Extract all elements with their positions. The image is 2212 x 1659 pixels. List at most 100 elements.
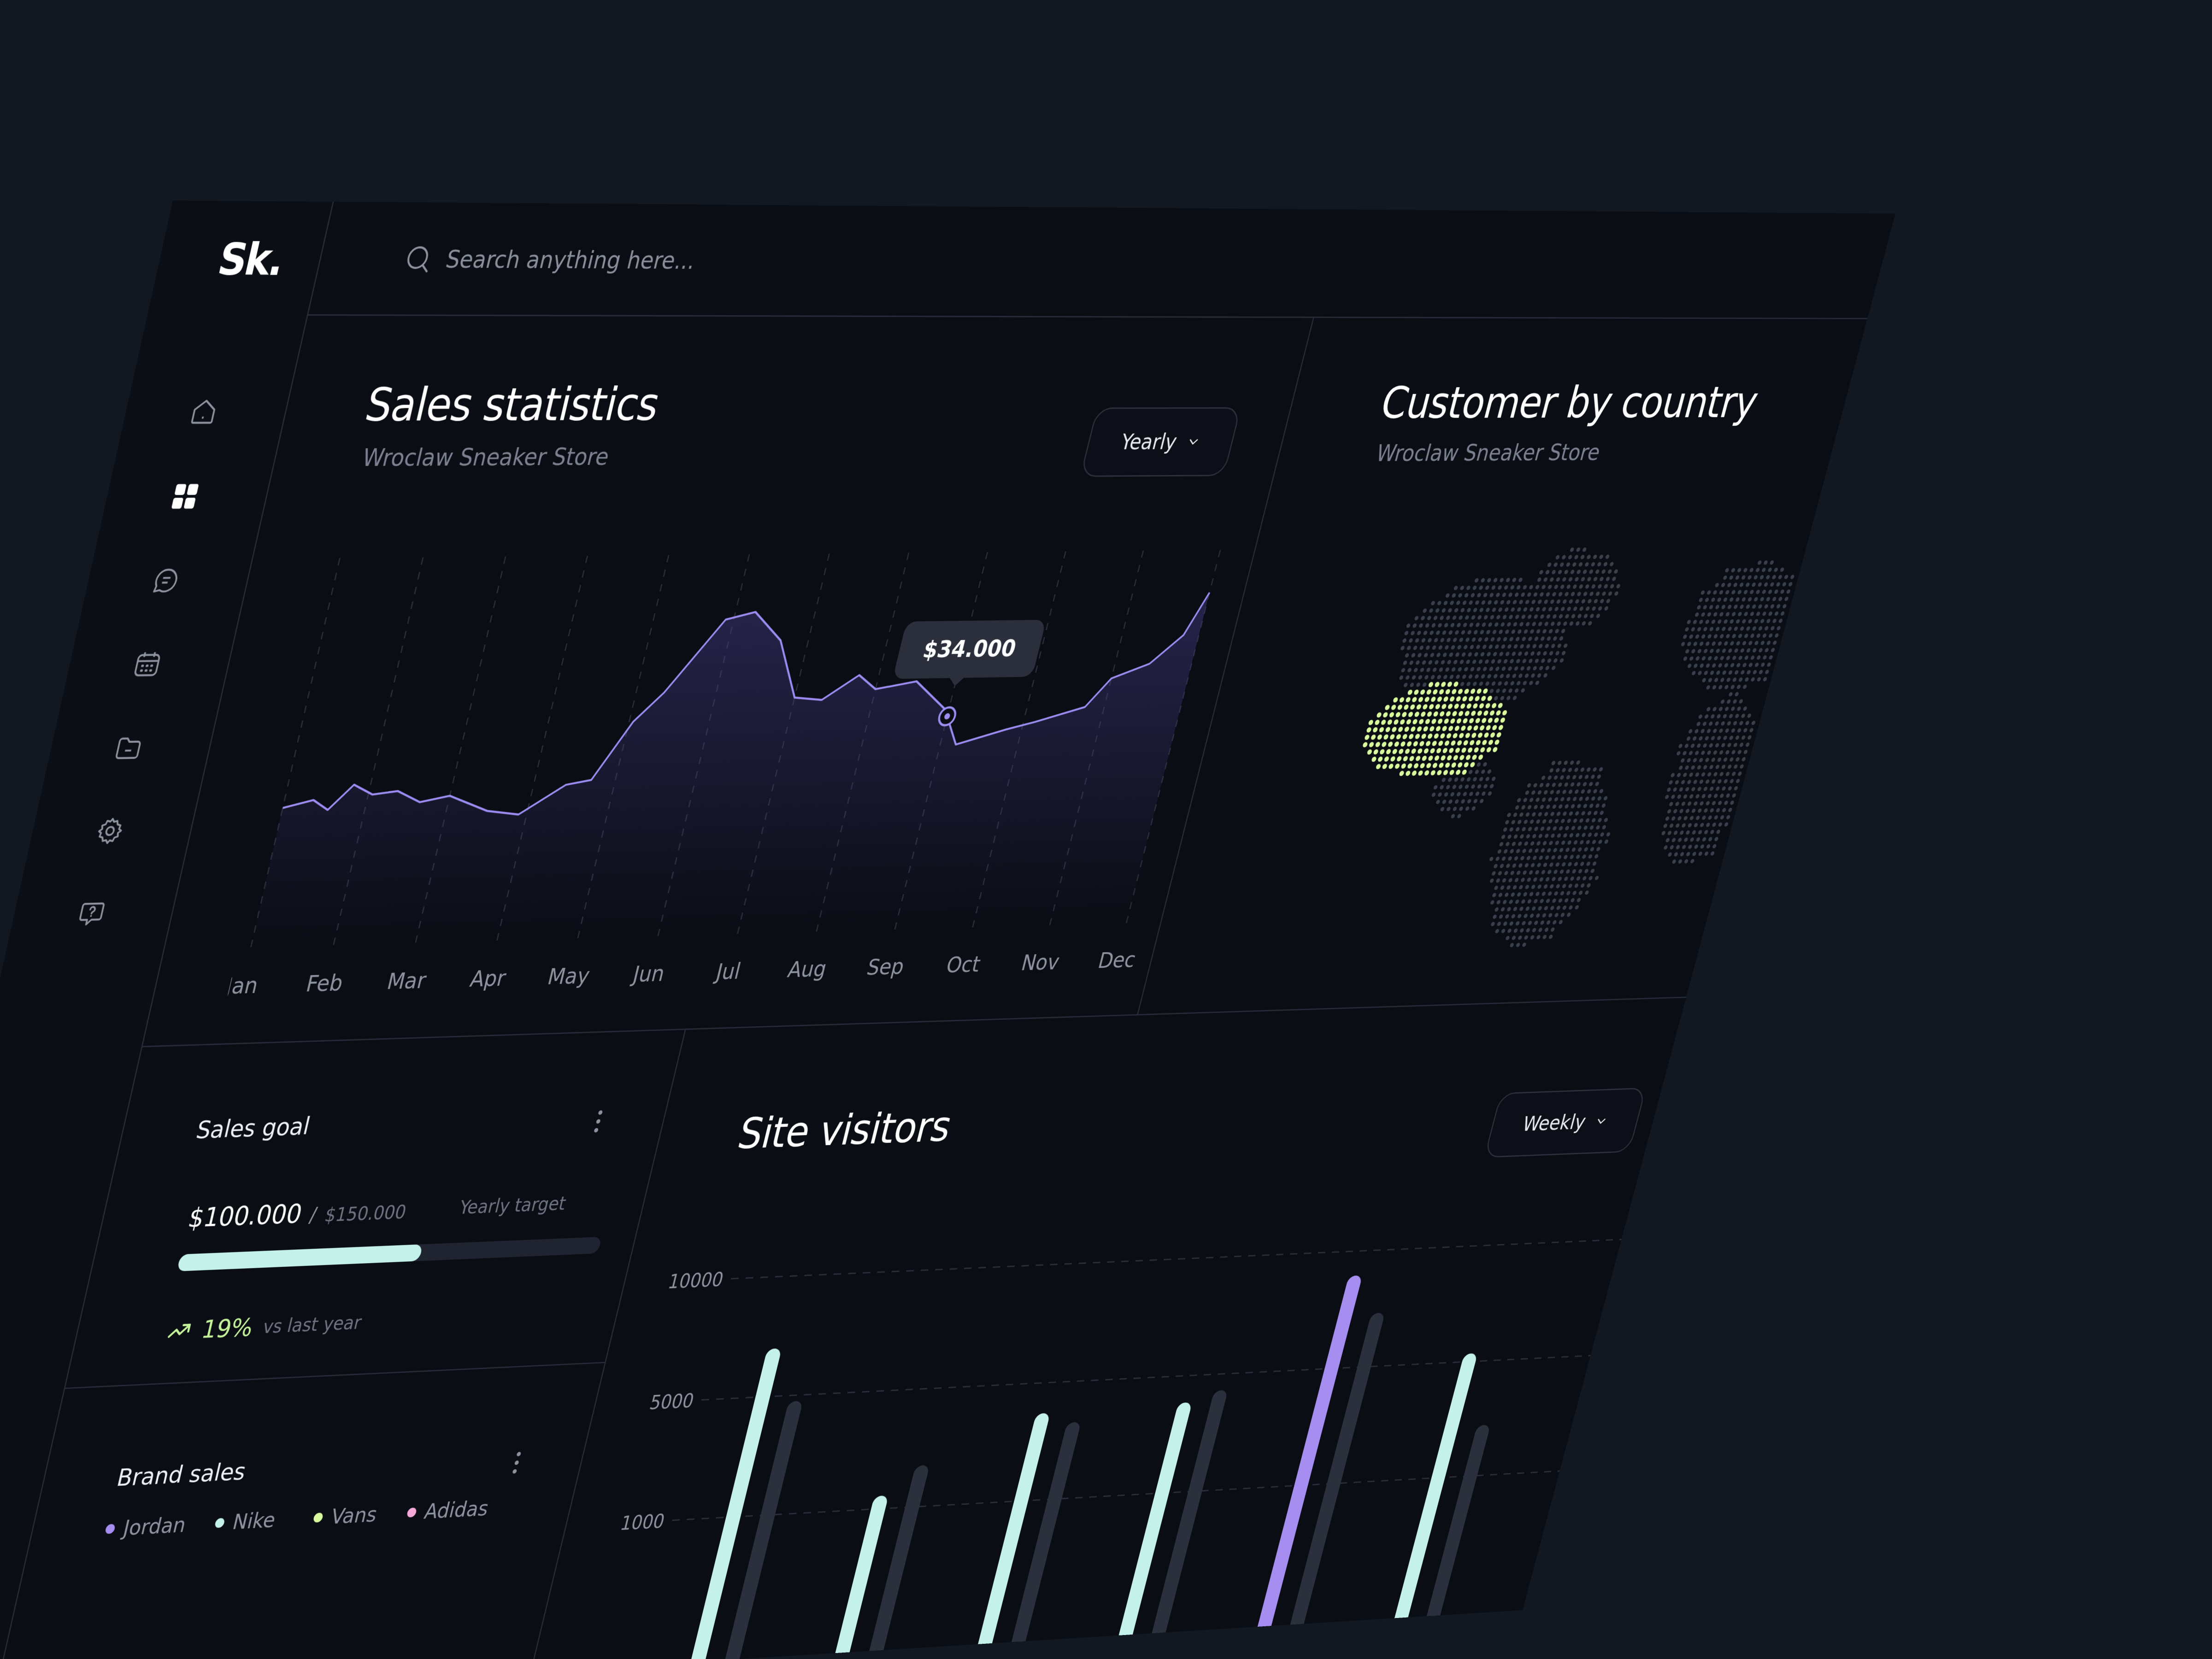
map-dot: [1460, 608, 1465, 612]
map-dot: [1689, 635, 1694, 639]
map-dot: [1526, 928, 1530, 932]
map-dot: [1413, 646, 1418, 650]
map-dot-highlight: [1495, 710, 1501, 715]
map-dot: [1743, 728, 1747, 732]
visitors-period-dropdown[interactable]: Weekly: [1484, 1088, 1647, 1158]
map-dot: [1766, 641, 1771, 645]
search-input[interactable]: [441, 241, 1016, 282]
map-dot: [1577, 804, 1581, 808]
map-dot: [1439, 785, 1444, 790]
map-dot: [1549, 884, 1554, 888]
map-dot: [1722, 808, 1726, 812]
map-dot: [1533, 592, 1538, 597]
map-dot: [1594, 854, 1599, 859]
map-dot-highlight: [1415, 756, 1421, 761]
sales-goal-menu-button[interactable]: [586, 1104, 611, 1140]
map-dot: [1570, 855, 1574, 859]
map-dot: [1505, 652, 1510, 656]
map-dot: [1472, 659, 1477, 664]
x-tick-label: Jul: [712, 958, 743, 984]
map-dot: [1766, 663, 1771, 667]
map-dot: [1399, 676, 1403, 680]
map-dot: [1703, 787, 1708, 791]
map-dot: [1465, 615, 1469, 620]
map-dot: [1504, 681, 1508, 686]
map-dot: [1497, 585, 1502, 590]
map-dot: [1747, 713, 1752, 718]
map-dot: [1499, 914, 1503, 919]
map-dot: [1687, 780, 1691, 784]
sidebar-item-files[interactable]: [108, 729, 150, 767]
map-dot-highlight: [1483, 688, 1488, 694]
sidebar-item-dashboard[interactable]: [164, 477, 206, 515]
map-dot: [1548, 629, 1553, 634]
map-dot: [1580, 768, 1585, 772]
map-dot: [1758, 604, 1762, 608]
map-dot: [1671, 838, 1676, 842]
sidebar-item-calendar[interactable]: [126, 646, 168, 683]
map-dot: [1598, 840, 1602, 844]
map-dot: [1539, 592, 1544, 597]
map-dot: [1571, 804, 1575, 808]
map-dot: [1572, 584, 1577, 589]
period-dropdown-label: Yearly: [1118, 429, 1179, 455]
map-dot-highlight: [1413, 763, 1419, 768]
map-dot: [1559, 636, 1564, 641]
map-dot: [1561, 862, 1566, 866]
map-dot: [1690, 744, 1695, 748]
map-dot: [1481, 600, 1486, 605]
map-dot: [1698, 852, 1703, 856]
sidebar-item-help[interactable]: [71, 895, 112, 932]
map-dot: [1520, 666, 1524, 671]
visitors-chart: 1000050001000: [552, 1206, 1630, 1659]
map-dot: [1512, 864, 1517, 868]
period-dropdown[interactable]: Yearly: [1080, 407, 1241, 477]
map-dot: [1726, 656, 1730, 660]
map-dot: [1499, 842, 1504, 847]
map-dot-highlight: [1431, 719, 1437, 724]
map-dot: [1693, 620, 1697, 624]
map-dot: [1697, 808, 1702, 812]
map-dot: [1496, 637, 1501, 641]
map-dot: [1684, 765, 1689, 770]
map-dot: [1543, 577, 1548, 582]
map-dot: [1498, 629, 1503, 634]
map-dot: [1704, 852, 1709, 856]
map-dot: [1732, 793, 1736, 797]
map-dot: [1699, 758, 1703, 762]
map-dot: [1506, 885, 1511, 890]
map-dot: [1601, 570, 1606, 574]
map-dot: [1449, 653, 1453, 657]
sidebar-item-settings[interactable]: [89, 812, 131, 850]
map-dot: [1527, 615, 1532, 619]
map-dot: [1569, 833, 1574, 837]
map-dot: [1576, 547, 1581, 552]
map-dot: [1435, 800, 1440, 804]
map-dot: [1604, 606, 1608, 611]
map-dot: [1720, 678, 1724, 682]
sidebar-item-home[interactable]: [183, 393, 225, 431]
brand-sales-menu-button[interactable]: [505, 1445, 529, 1481]
app-logo[interactable]: Sk.: [213, 234, 288, 285]
map-dot: [1710, 851, 1715, 855]
map-dot: [1403, 683, 1408, 688]
map-dot: [1471, 637, 1476, 642]
map-dot: [1518, 600, 1523, 605]
map-dot: [1704, 671, 1708, 675]
map-dot: [1573, 818, 1577, 823]
search-bar: [308, 202, 1895, 319]
map-dot: [1515, 637, 1520, 641]
map-dot: [1702, 722, 1707, 726]
map-dot: [1550, 790, 1554, 794]
map-dot: [1765, 575, 1770, 579]
map-dot: [1443, 675, 1447, 679]
map-dot: [1446, 638, 1451, 642]
map-dot-highlight: [1376, 764, 1382, 770]
map-dot-highlight: [1458, 689, 1464, 694]
sidebar-item-messages[interactable]: [145, 562, 187, 600]
map-dot: [1741, 757, 1746, 761]
map-dot: [1729, 757, 1734, 761]
map-dot: [1519, 906, 1524, 911]
map-dot: [1545, 855, 1549, 859]
map-dot: [1491, 659, 1495, 664]
